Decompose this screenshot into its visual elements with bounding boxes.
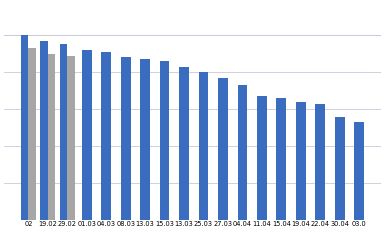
Bar [199, 72, 208, 220]
Bar [315, 104, 325, 220]
Bar [160, 61, 169, 220]
Bar [140, 59, 150, 220]
Bar [21, 35, 28, 220]
Bar [121, 58, 131, 220]
Bar [179, 67, 189, 220]
Bar [67, 56, 75, 220]
Bar [218, 78, 228, 220]
Bar [238, 85, 247, 220]
Bar [48, 54, 55, 220]
Bar [40, 41, 48, 220]
Bar [335, 116, 345, 220]
Bar [101, 52, 111, 220]
Bar [276, 98, 286, 220]
Bar [354, 122, 364, 220]
Bar [296, 102, 306, 220]
Bar [82, 50, 92, 220]
Bar [257, 96, 267, 220]
Bar [28, 48, 36, 220]
Bar [60, 44, 67, 220]
